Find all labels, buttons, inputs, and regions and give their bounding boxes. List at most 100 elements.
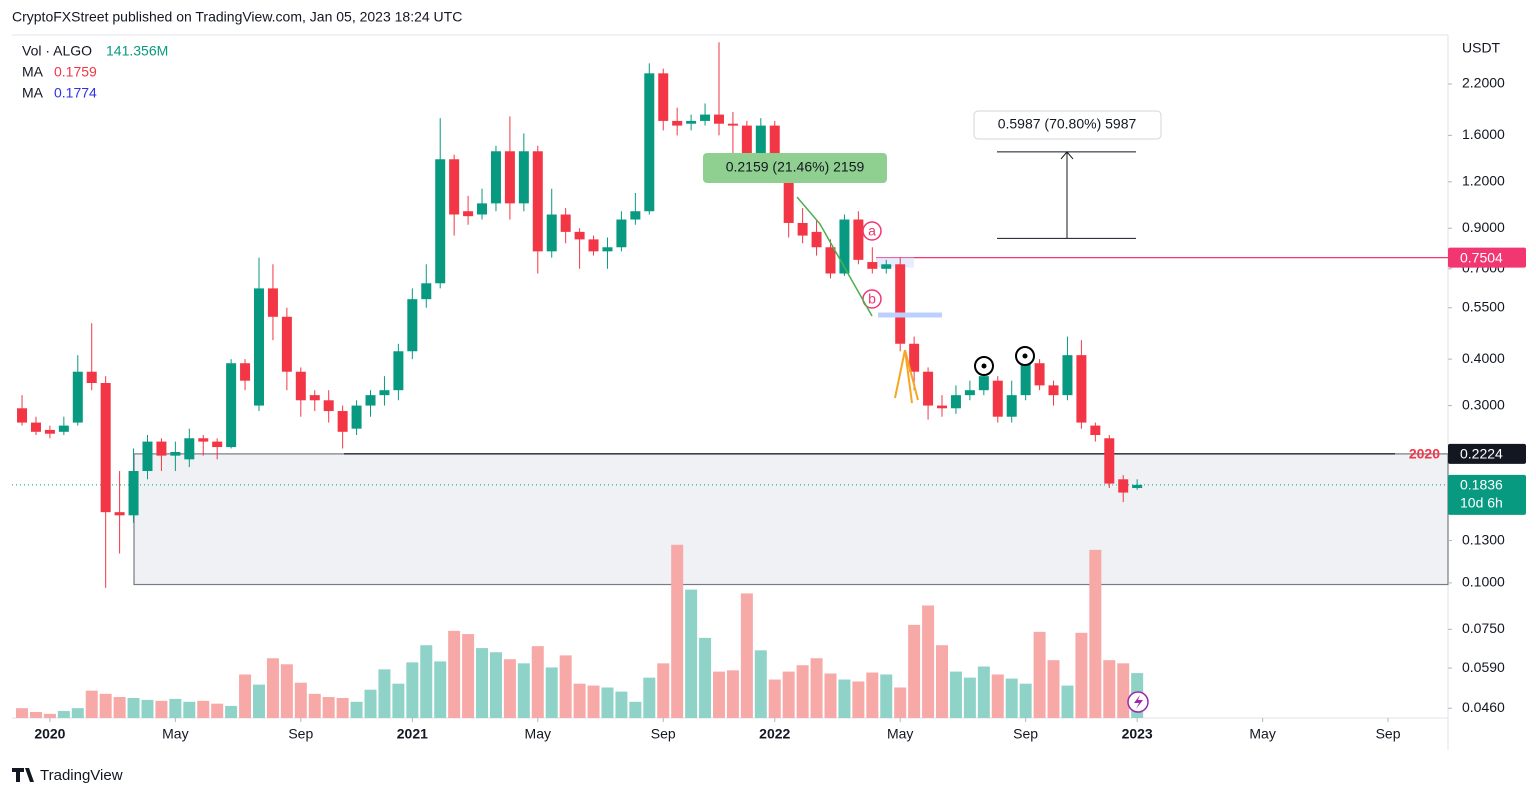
x-tick-label: 2022	[759, 726, 790, 742]
volume-bar	[643, 677, 656, 718]
point-marker	[862, 221, 882, 241]
volume-bar	[531, 646, 544, 718]
candle-body	[769, 125, 780, 163]
candle-body	[30, 422, 41, 432]
candle-body	[198, 438, 209, 442]
candle-body	[825, 247, 836, 274]
candle-body	[672, 120, 683, 126]
y-tick-label: 1.2000	[1462, 173, 1505, 189]
volume-bar	[615, 691, 628, 718]
volume-bar	[183, 701, 196, 718]
countdown: 10d 6h	[1460, 495, 1503, 511]
volume-bar	[16, 708, 29, 718]
candle-body	[351, 405, 362, 429]
volume-bar	[322, 697, 335, 718]
volume-bar	[908, 624, 921, 718]
y-tick-label: 0.9000	[1462, 219, 1505, 235]
volume-bar	[880, 674, 893, 718]
y-tick-label: 0.3000	[1462, 396, 1505, 412]
volume-bar	[517, 663, 530, 718]
candle-body	[1076, 355, 1087, 423]
logo	[12, 768, 34, 782]
candle-body	[170, 452, 181, 456]
volume-bar	[1005, 678, 1018, 718]
volume-bar	[671, 544, 684, 718]
candle-body	[1118, 479, 1129, 493]
price-label: 0.2224	[1460, 446, 1503, 462]
volume-bar	[378, 669, 391, 718]
candle-body	[100, 383, 111, 513]
candle-body	[895, 264, 906, 344]
volume-bar	[239, 674, 252, 718]
volume-bar	[350, 701, 363, 718]
volume-bar	[476, 648, 489, 718]
candle-body	[839, 219, 850, 274]
candle-body	[602, 247, 613, 252]
candle-body	[463, 211, 474, 217]
volume-bar	[252, 684, 265, 718]
y-tick-label: 0.0460	[1462, 699, 1505, 715]
volume-bar	[852, 681, 865, 718]
pivot-marker	[1022, 353, 1028, 359]
candle-body	[1034, 363, 1045, 386]
legend-ma: MA	[22, 64, 44, 80]
volume-bar	[448, 630, 461, 718]
volume-bar	[824, 673, 837, 718]
volume-bar	[991, 674, 1004, 718]
candle-body	[1006, 395, 1017, 417]
candle-body	[379, 390, 390, 396]
zone-label: 2020	[1409, 446, 1440, 462]
candle-body	[267, 288, 278, 317]
legend-volume: Vol · ALGO	[22, 43, 92, 59]
volume-bar	[57, 711, 70, 718]
candle-body	[937, 405, 948, 409]
candle-body	[253, 288, 264, 406]
volume-bar	[838, 679, 851, 718]
candle-body	[741, 125, 752, 169]
volume-bar	[977, 666, 990, 718]
candle-body	[727, 123, 738, 126]
volume-bar	[810, 658, 823, 718]
candle-body	[686, 120, 697, 124]
price-label-box	[1448, 443, 1526, 464]
candle-body	[867, 262, 878, 269]
volume-bar	[420, 645, 433, 718]
volume-bar	[1089, 549, 1102, 718]
candle-body	[811, 231, 822, 248]
volume-bar	[587, 685, 600, 718]
volume-bar	[99, 693, 112, 718]
volume-bar	[894, 687, 907, 718]
candle-body	[184, 438, 195, 460]
volume-bar	[1033, 631, 1046, 718]
volume-bar	[43, 713, 56, 718]
candle-body	[407, 299, 418, 352]
candle-body	[713, 114, 724, 124]
candle-body	[240, 363, 251, 381]
volume-bar	[1075, 632, 1088, 718]
volume-bar	[768, 679, 781, 718]
candle-body	[923, 371, 934, 406]
candle-body	[783, 159, 794, 223]
volume-bar	[629, 701, 642, 718]
volume-bar	[266, 658, 279, 718]
candle-body	[323, 400, 334, 412]
candle-body	[978, 376, 989, 391]
candle-body	[86, 371, 97, 384]
volume-bar	[754, 650, 767, 718]
last-price-box	[1448, 474, 1526, 515]
volume-bar	[503, 659, 516, 718]
volume-bar	[155, 700, 168, 718]
zone	[133, 453, 1449, 586]
measure2-box	[703, 153, 887, 183]
volume-bar	[489, 652, 502, 718]
candle-body	[477, 203, 488, 215]
candle-body	[992, 380, 1003, 417]
volume-bar	[1103, 660, 1116, 718]
measure-label: 0.5987 (70.80%) 5987	[998, 116, 1137, 132]
candle-body	[909, 343, 920, 372]
y-tick-label: 0.1000	[1462, 574, 1505, 590]
candle-body	[964, 390, 975, 396]
volume-bar	[364, 689, 377, 718]
volume-bar	[963, 677, 976, 718]
volume-bar	[225, 705, 238, 718]
